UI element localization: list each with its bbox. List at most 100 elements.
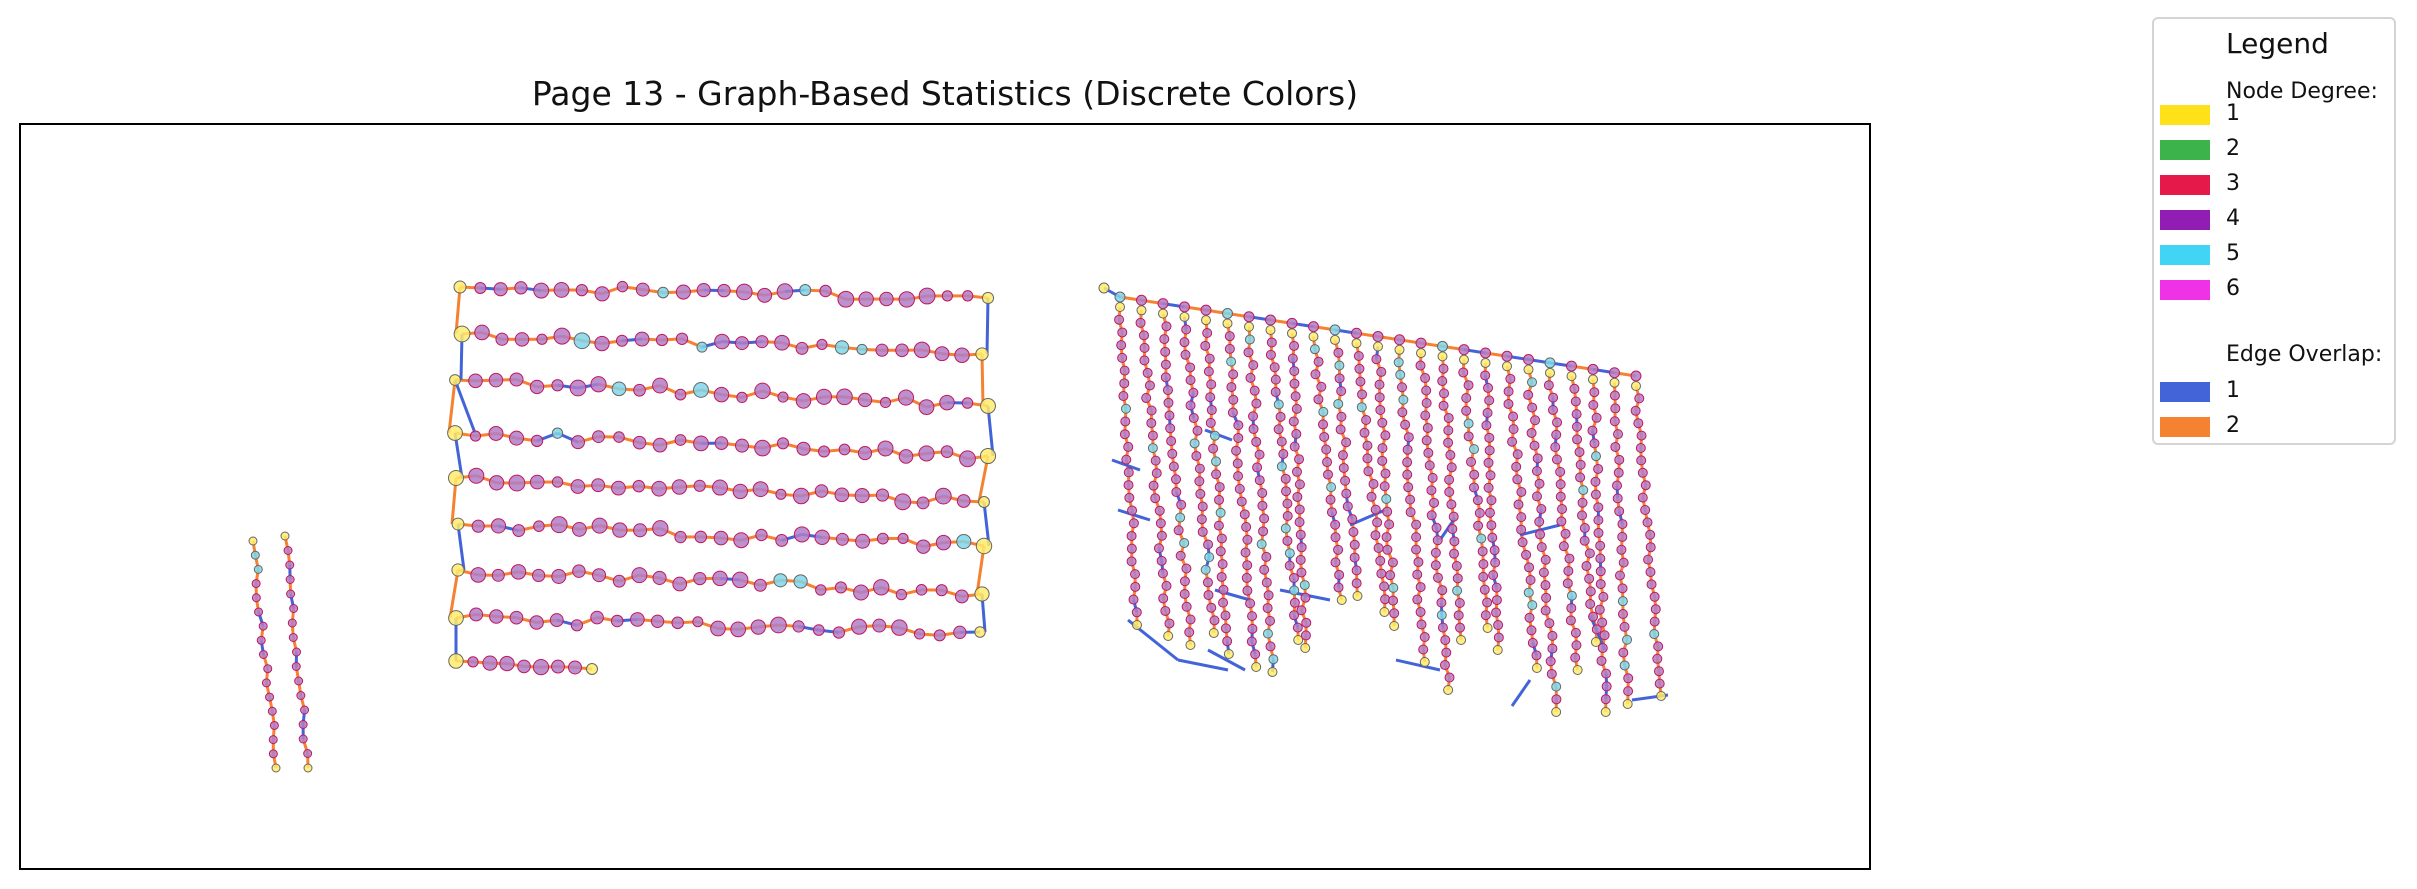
graph-node	[1380, 468, 1391, 479]
graph-node	[1571, 409, 1582, 420]
graph-node	[1478, 559, 1489, 570]
graph-node	[1175, 550, 1186, 561]
graph-node	[1160, 346, 1171, 357]
graph-node	[1349, 552, 1360, 563]
graph-node	[1398, 394, 1409, 405]
graph-node	[1326, 482, 1337, 493]
graph-node	[1618, 647, 1629, 658]
graph-node	[616, 280, 629, 293]
graph-node	[251, 593, 261, 603]
graph-node	[1397, 407, 1408, 418]
graph-node	[1282, 498, 1293, 509]
graph-node	[1631, 381, 1641, 391]
graph-node	[251, 579, 261, 589]
graph-node	[1488, 570, 1499, 581]
graph-node	[1248, 360, 1259, 371]
graph-node	[1262, 628, 1273, 639]
graph-node	[754, 439, 771, 457]
graph-node	[1196, 514, 1207, 525]
graph-node	[1227, 407, 1238, 418]
legend-label: 2	[2226, 136, 2240, 161]
graph-node	[1547, 404, 1558, 415]
graph-node	[1185, 400, 1196, 411]
graph-node	[1445, 450, 1456, 461]
graph-node	[1536, 504, 1547, 515]
graph-node	[1330, 519, 1341, 530]
graph-node	[1619, 660, 1630, 671]
graph-node	[536, 333, 548, 345]
graph-node	[292, 647, 302, 657]
graph-node	[1124, 492, 1135, 503]
graph-node	[717, 283, 731, 298]
graph-node	[879, 396, 892, 409]
graph-nodes	[248, 280, 1667, 773]
graph-node	[1215, 507, 1226, 518]
graph-node	[1538, 567, 1549, 578]
graph-node	[1453, 610, 1464, 621]
graph-node	[1250, 649, 1261, 660]
graph-node	[1175, 512, 1186, 523]
graph-node	[817, 445, 831, 458]
graph-node	[674, 530, 687, 544]
graph-node	[975, 347, 989, 361]
graph-node	[1242, 534, 1253, 545]
graph-node	[1282, 511, 1293, 522]
graph-node	[1220, 610, 1231, 621]
graph-node	[283, 546, 293, 555]
graph-node	[1599, 630, 1610, 641]
graph-node	[263, 664, 273, 674]
graph-node	[1240, 547, 1251, 558]
graph-node	[894, 493, 912, 511]
graph-node	[1590, 476, 1601, 487]
graph-node	[1213, 520, 1224, 531]
graph-node	[1613, 467, 1624, 478]
graph-node	[1432, 572, 1443, 583]
graph-node	[1517, 537, 1528, 548]
graph-node	[814, 529, 830, 546]
graph-node	[1251, 662, 1262, 672]
graph-node	[1318, 406, 1329, 417]
graph-node	[1292, 622, 1303, 633]
graph-node	[1326, 507, 1337, 518]
graph-node	[1313, 394, 1324, 405]
graph-node	[1532, 453, 1543, 464]
graph-node	[569, 379, 587, 397]
graph-node	[1259, 513, 1270, 524]
graph-node	[1114, 314, 1125, 325]
graph-node	[652, 437, 668, 453]
graph-node	[1216, 571, 1227, 582]
graph-node	[632, 479, 646, 493]
graph-node	[1617, 596, 1628, 607]
graph-node	[793, 526, 810, 543]
graph-node	[1619, 621, 1630, 632]
graph-node	[1610, 441, 1621, 452]
graph-node	[770, 616, 787, 634]
graph-node	[1261, 577, 1272, 588]
graph-node	[891, 619, 908, 636]
graph-node	[1461, 405, 1472, 416]
graph-node	[1205, 417, 1216, 428]
graph-node	[256, 635, 266, 645]
graph-node	[490, 518, 507, 534]
graph-node	[1313, 356, 1324, 367]
graph-node	[551, 659, 565, 674]
graph-node	[1614, 570, 1625, 581]
graph-node	[736, 391, 748, 404]
graph-node	[1251, 398, 1262, 409]
graph-node	[1444, 474, 1455, 485]
graph-node	[1244, 334, 1255, 345]
graph-node	[693, 381, 709, 398]
graph-node	[1560, 528, 1571, 539]
graph-node	[1289, 378, 1300, 389]
graph-node	[1523, 389, 1534, 400]
graph-node	[1562, 578, 1573, 589]
graph-node	[1558, 541, 1569, 552]
graph-node	[1362, 440, 1373, 451]
graph-node	[1208, 443, 1219, 454]
graph-node	[1214, 482, 1225, 493]
graph-node	[634, 331, 650, 347]
graph-node	[1564, 553, 1575, 564]
graph-edge	[1111, 458, 1141, 472]
legend-title: Legend	[2226, 27, 2329, 60]
graph-node	[1257, 500, 1268, 511]
